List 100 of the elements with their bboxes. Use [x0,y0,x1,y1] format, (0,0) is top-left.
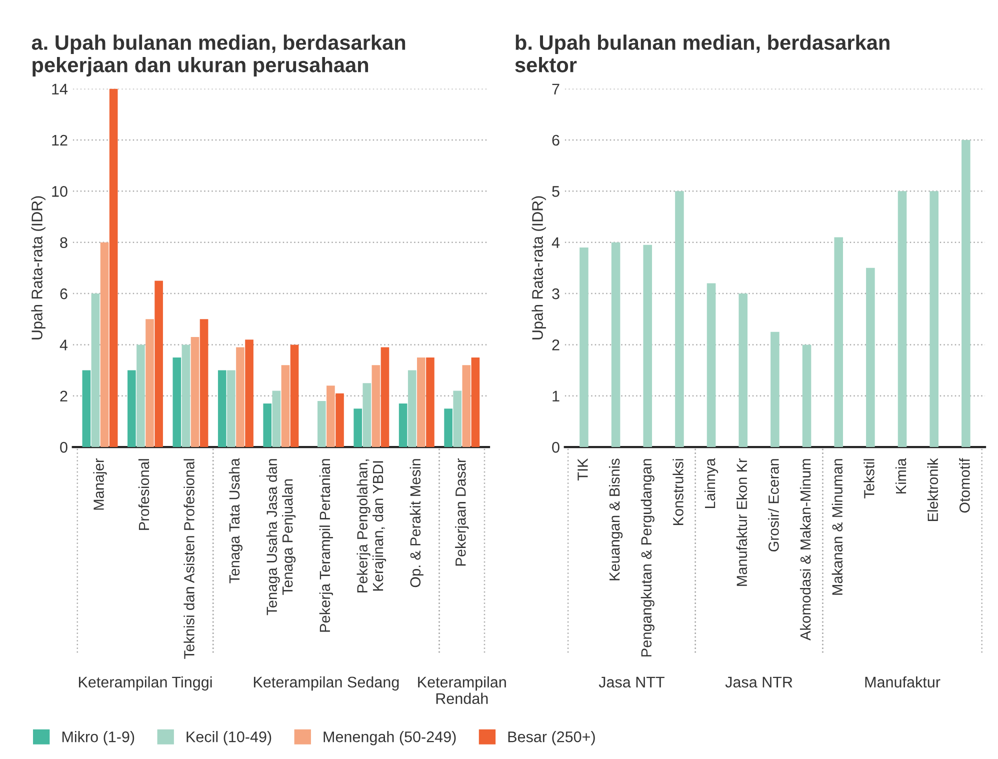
bar [362,383,372,448]
x-tick-label: Pekerja Terampil Pertanian [319,459,333,632]
bar [398,404,408,448]
x-tick-label: Keuangan & Bisnis [609,458,623,580]
x-tick-label: Teknisi dan Asisten Profesional [184,459,194,659]
x-tick-label: Profesional [138,459,150,530]
text: Jasa NTT [598,676,664,688]
x-tick-label: Kimia [895,458,906,494]
bar [272,390,281,448]
chart-title: a. Upah bulanan median, berdasarkan pekerjaan dan ukuran perusahaan [32,34,406,76]
bar [834,237,843,448]
legend-label: Mikro (1-9) [62,731,134,746]
bar [380,347,390,448]
bar [100,242,109,448]
bar [354,408,362,448]
bar [218,370,226,448]
x-tick-label: TIK [578,458,588,481]
x-tick-label: Pekerjaan Dasar [455,458,469,566]
y-tick-label: 14 [52,84,68,94]
bar [336,393,344,448]
bar [227,370,236,448]
bar [172,357,182,448]
x-tick-label: Konstruksi [672,459,684,526]
bar [281,365,290,448]
bar [866,268,875,448]
y-tick-label: 5 [552,186,560,197]
bar [930,191,938,448]
bar [372,365,380,448]
y-tick-label: 10 [52,186,68,197]
bar [643,244,652,448]
bar [82,370,91,448]
y-axis-title: Upah Rata-rata (IDR) [31,196,46,340]
x-tick-label: Manajer [93,458,107,510]
bar [580,247,588,448]
legend-label: Menengah (50-249) [324,731,456,746]
bar [770,332,780,448]
y-tick-label: 8 [60,237,68,248]
bar [802,344,812,448]
bar [190,337,200,448]
bar [290,344,299,448]
y-tick-label: 2 [60,390,68,402]
text: Keterampilan Rendah [418,676,506,704]
bar [738,294,748,448]
x-tick-label: Grosir/ Eceran [768,459,779,552]
x-tick-label: Akomodasi & Makan-Minum [800,459,811,640]
x-tick-label: Pekerja Pengolahan, Kerajinan, dan YBDI [356,459,386,592]
bar [128,370,136,448]
bar [426,357,434,448]
chart-title: b. Upah bulanan median, berdasarkan sektor [515,34,890,72]
bar [471,357,480,448]
bar [109,88,118,448]
x-tick-label: Tekstil [864,459,874,498]
bar [326,386,335,448]
y-tick-label: 0 [552,442,560,453]
bar [236,347,244,448]
bar [898,191,907,448]
bar [146,319,154,448]
legend-label: Kecil (10-49) [186,731,272,746]
y-tick-label: 4 [552,237,560,248]
y-axis-title: Upah Rata-rata (IDR) [532,196,546,340]
bar [200,319,208,448]
bar [675,191,684,448]
y-tick-label: 2 [552,340,560,350]
y-tick-label: 1 [552,390,560,402]
text: Jasa NTR [725,676,792,688]
text: Manufaktur [865,676,940,688]
bar [611,242,620,448]
bar [444,408,452,448]
bar [706,283,716,448]
bar [962,140,970,448]
x-tick-label: Tenaga Usaha Jasa dan Tenaga Penjualan [266,459,296,616]
x-tick-label: Elektronik [927,458,938,521]
bar [245,340,254,448]
y-tick-label: 6 [552,134,560,146]
bar [136,344,145,448]
bar [462,365,471,448]
y-tick-label: 3 [552,288,560,300]
y-tick-label: 4 [60,340,68,350]
x-tick-label: Op. & Perakit Mesin [410,459,424,588]
bar [182,344,190,448]
bar [263,404,272,448]
x-tick-label: Makanan & Minuman [832,459,843,595]
legend-label: Besar (250+) [508,731,595,746]
y-tick-label: 6 [60,288,68,300]
x-tick-label: Pengangkutan & Pergudangan [640,459,654,656]
y-tick-label: 0 [60,442,68,453]
text: Keterampilan Tinggi [78,676,212,691]
bar [317,400,326,448]
y-tick-label: 12 [52,134,68,146]
x-tick-label: Lainnya [704,458,718,508]
bar [417,357,426,448]
x-tick-label: Tenaga Tata Usaha [228,458,242,584]
bar [91,294,100,448]
x-tick-label: Otomotif [959,458,970,513]
text: Keterampilan Sedang [254,676,399,691]
bar [453,390,462,448]
bar [408,370,416,448]
x-tick-label: Manufaktur Ekon Kr [736,458,748,586]
y-tick-label: 7 [552,84,560,94]
bar [154,280,163,448]
